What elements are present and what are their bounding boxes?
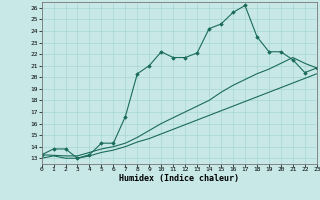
X-axis label: Humidex (Indice chaleur): Humidex (Indice chaleur) xyxy=(119,174,239,183)
